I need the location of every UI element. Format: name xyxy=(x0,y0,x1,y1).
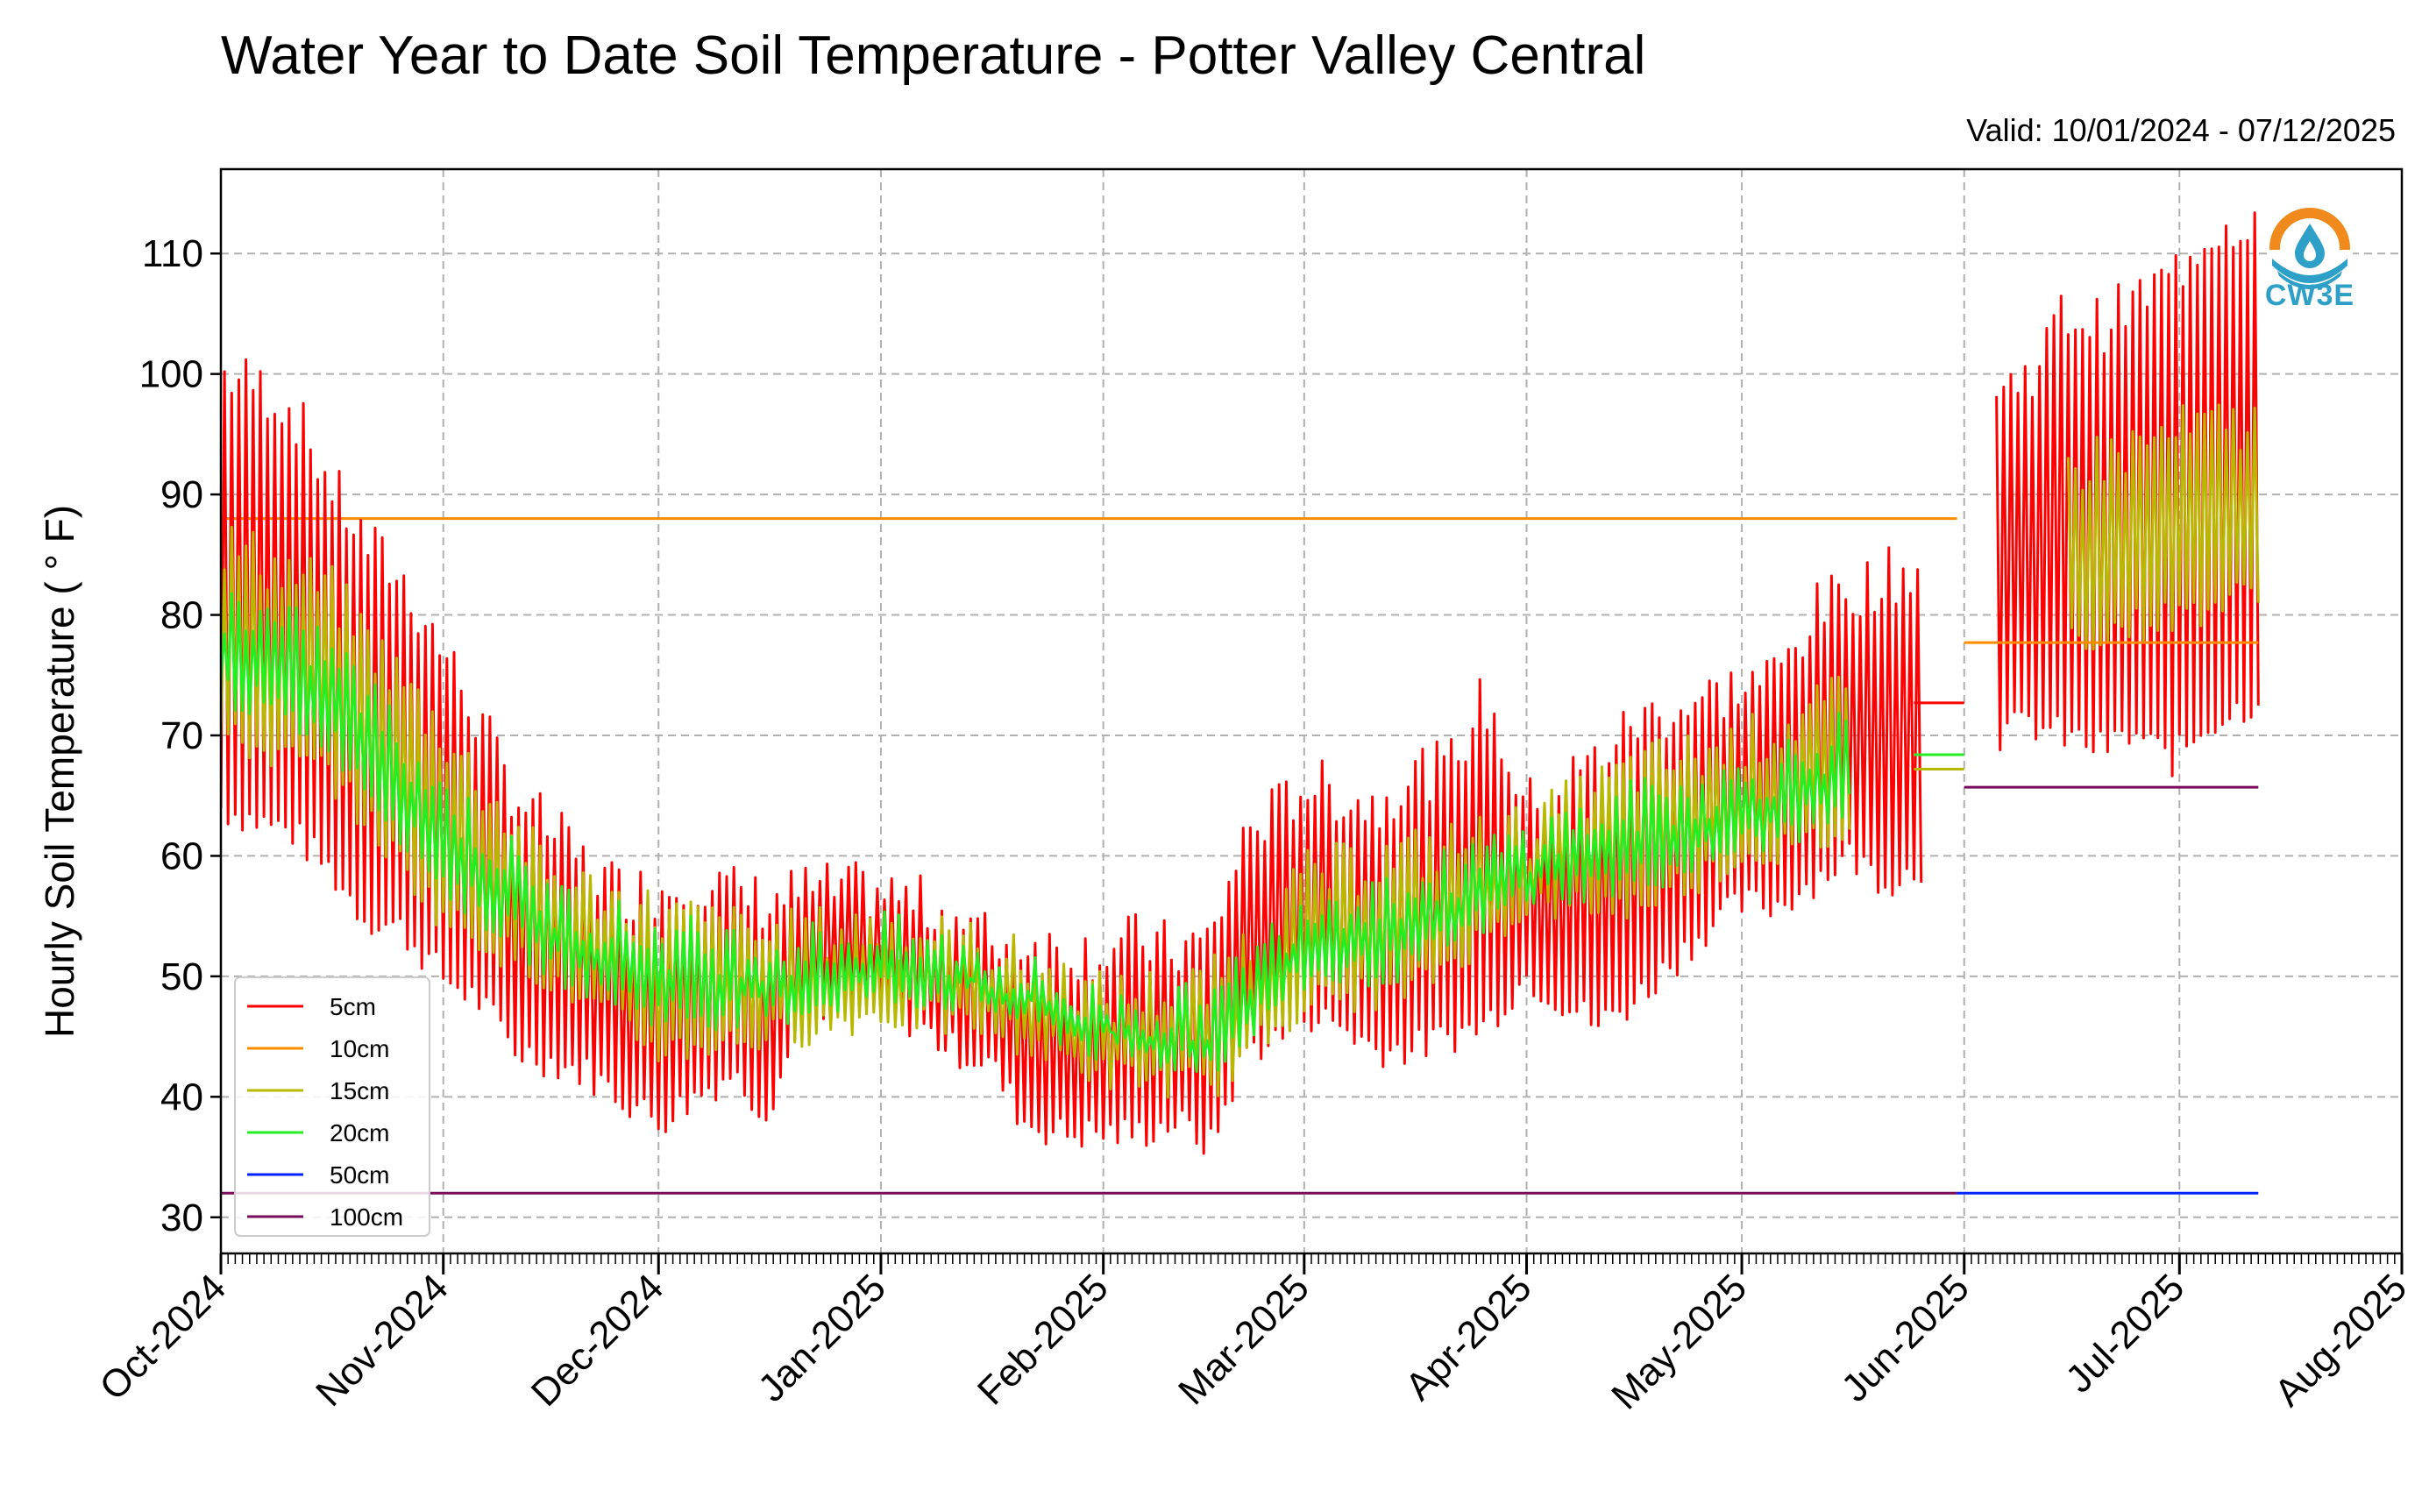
valid-date-range: Valid: 10/01/2024 - 07/12/2025 xyxy=(1966,112,2396,148)
x-tick-label: Mar-2025 xyxy=(1170,1266,1317,1413)
x-tick-label: Jun-2025 xyxy=(1833,1266,1977,1409)
x-tick-label: Jul-2025 xyxy=(2057,1266,2192,1401)
x-tick-label: Dec-2024 xyxy=(523,1266,672,1415)
x-tick-label: Jan-2025 xyxy=(750,1266,894,1409)
y-tick-label: 110 xyxy=(142,232,203,275)
legend-box xyxy=(234,976,430,1237)
legend-label-15cm: 15cm xyxy=(330,1077,389,1104)
logo-text: CW3E xyxy=(2264,279,2355,312)
series-line-5cm xyxy=(221,358,1923,1155)
y-tick-label: 50 xyxy=(160,955,203,998)
chart-title: Water Year to Date Soil Temperature - Po… xyxy=(221,25,1646,86)
legend-label-10cm: 10cm xyxy=(330,1035,389,1062)
x-tick-label: Apr-2025 xyxy=(1397,1266,1540,1409)
series-line-20cm xyxy=(221,592,1851,1074)
series-group xyxy=(221,211,2260,1195)
y-tick-label: 40 xyxy=(160,1075,203,1118)
y-tick-label: 30 xyxy=(160,1196,203,1239)
y-tick-label: 90 xyxy=(160,473,203,516)
x-tick-label: Aug-2025 xyxy=(2266,1266,2415,1415)
legend-label-5cm: 5cm xyxy=(330,993,376,1020)
y-tick-label: 70 xyxy=(160,714,203,757)
x-tick-label: May-2025 xyxy=(1603,1266,1755,1417)
y-tick-label: 80 xyxy=(160,594,203,637)
x-tick-label: Nov-2024 xyxy=(308,1266,457,1415)
x-tick-label: Feb-2025 xyxy=(969,1266,1117,1413)
legend-label-20cm: 20cm xyxy=(330,1119,389,1146)
legend-label-100cm: 100cm xyxy=(330,1203,403,1231)
y-tick-label: 60 xyxy=(160,834,203,877)
plot-area xyxy=(221,169,2402,1253)
x-tick-label: Oct-2024 xyxy=(91,1266,234,1409)
series-line-15cm-summer xyxy=(2066,403,2260,651)
y-tick-label: 100 xyxy=(139,353,203,396)
water-drop-logo-icon xyxy=(2267,208,2353,292)
legend-label-50cm: 50cm xyxy=(330,1161,389,1189)
